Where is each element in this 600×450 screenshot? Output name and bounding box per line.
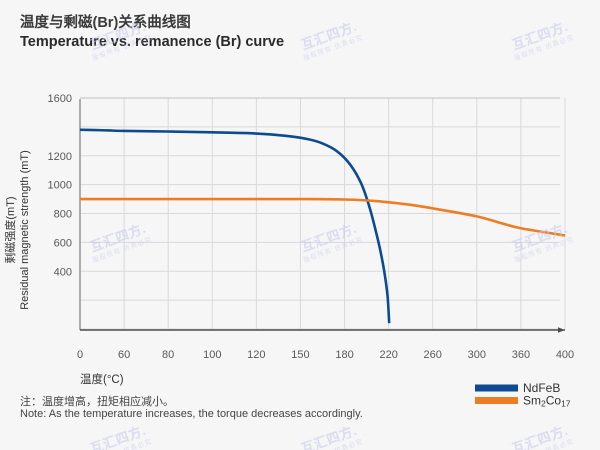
svg-text:360: 360 (512, 349, 530, 361)
svg-text:220: 220 (379, 349, 397, 361)
svg-text:0: 0 (77, 349, 83, 361)
svg-text:Sm2Co17: Sm2Co17 (523, 394, 571, 409)
svg-text:60: 60 (118, 349, 130, 361)
svg-text:150: 150 (291, 349, 309, 361)
svg-text:注：温度增高，扭矩相应减小。: 注：温度增高，扭矩相应减小。 (20, 394, 174, 408)
svg-text:400: 400 (556, 349, 574, 361)
svg-text:800: 800 (54, 209, 72, 221)
svg-text:Note: As the temperature incre: Note: As the temperature increases, the … (20, 408, 363, 420)
svg-text:400: 400 (54, 266, 72, 278)
svg-text:1600: 1600 (48, 93, 72, 105)
svg-text:600: 600 (54, 237, 72, 249)
svg-text:80: 80 (162, 349, 174, 361)
svg-text:1200: 1200 (48, 151, 72, 163)
svg-text:180: 180 (335, 349, 353, 361)
svg-text:260: 260 (424, 349, 442, 361)
svg-text:温度(°C): 温度(°C) (80, 372, 124, 386)
svg-text:Residual magnetic strength (mT: Residual magnetic strength (mT) (19, 150, 31, 310)
svg-text:120: 120 (247, 349, 265, 361)
svg-text:剩磁强度(mT): 剩磁强度(mT) (3, 196, 17, 263)
svg-text:100: 100 (203, 349, 221, 361)
svg-text:300: 300 (468, 349, 486, 361)
svg-text:1000: 1000 (48, 180, 72, 192)
